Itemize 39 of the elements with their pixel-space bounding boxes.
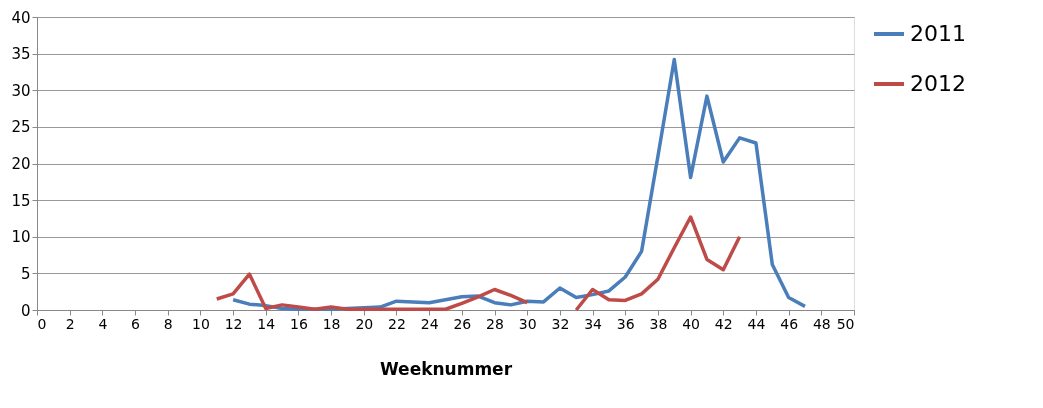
legend-label: 2011: [910, 21, 966, 46]
x-tick-label: 0: [37, 315, 47, 332]
x-tick-label: 26: [453, 315, 472, 332]
x-tick-label: 6: [131, 315, 141, 332]
y-tick-label: 40: [11, 8, 31, 27]
x-tick-label: 24: [420, 315, 439, 332]
x-tick-label: 34: [584, 315, 603, 332]
x-tick-label: 42: [714, 315, 733, 332]
x-tick-label: 44: [747, 315, 766, 332]
x-tick-label: 36: [616, 315, 635, 332]
x-tick-label: 12: [224, 315, 243, 332]
x-tick-label: 22: [388, 315, 406, 332]
y-tick-label: 35: [11, 45, 31, 64]
y-tick-label: 15: [11, 191, 31, 210]
x-tick-label: 18: [322, 315, 341, 332]
line-series: [231, 57, 807, 312]
x-tick-label: 20: [355, 315, 374, 332]
y-tick-label: 20: [11, 155, 31, 173]
x-tick-label: 4: [98, 315, 108, 332]
x-tick-label: 50: [836, 315, 855, 332]
y-tick-label: 5: [20, 264, 31, 283]
x-tick-label: 40: [682, 315, 701, 332]
x-tick-label: 16: [290, 315, 308, 332]
x-axis-title: Weeknummer: [379, 358, 513, 379]
x-tick-label: 8: [163, 315, 173, 332]
legend-label: 2012: [910, 71, 966, 96]
x-tick-label: 32: [551, 315, 570, 332]
y-tick-label: 30: [11, 81, 31, 100]
x-tick-label: 14: [257, 315, 276, 332]
x-tick-label: 10: [191, 315, 210, 332]
x-tick-label: 48: [812, 315, 831, 332]
x-tick-label: 30: [518, 315, 537, 332]
x-tick-label: 2: [65, 315, 75, 332]
y-tick-label: 10: [11, 228, 31, 247]
y-tick-label: 0: [20, 301, 31, 320]
x-tick-label: 38: [649, 315, 668, 332]
y-tick-label: 25: [11, 118, 31, 137]
x-tick-label: 28: [486, 315, 504, 332]
x-tick-label: 46: [780, 315, 799, 332]
